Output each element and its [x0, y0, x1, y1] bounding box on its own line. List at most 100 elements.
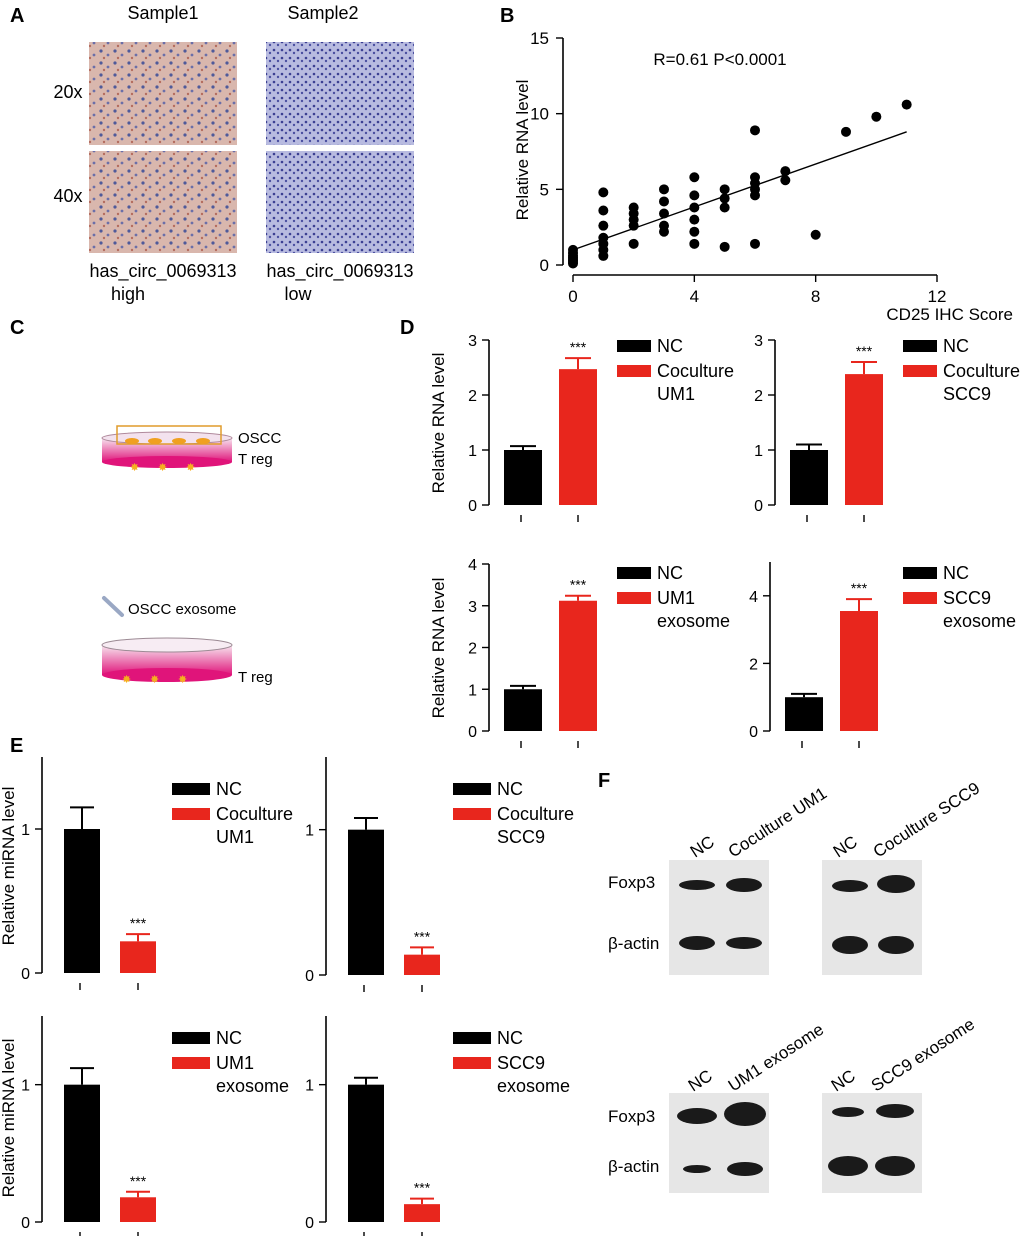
blot4-actin-band-nc — [828, 1156, 868, 1176]
legend-label-treatment-line2: SCC9 — [943, 384, 991, 404]
blot4-lane1-label: NC — [828, 1066, 859, 1095]
bar-chart-d2: 0 1 2 3 *** NC Coculture SCC9 — [754, 333, 1020, 522]
bar-treatment — [120, 1197, 156, 1222]
data-point — [659, 220, 669, 231]
legend-label-nc: NC — [216, 1028, 242, 1048]
data-point — [871, 111, 882, 122]
significance-label: *** — [130, 915, 147, 931]
blot4-lane2-label: SCC9 exosome — [868, 1015, 978, 1096]
blot1-foxp3-band-treat — [726, 878, 762, 892]
data-point — [841, 126, 851, 137]
blot3-foxp3-band-nc — [677, 1108, 717, 1124]
actin-row-label: β-actin — [608, 934, 659, 953]
y-tick-label: 5 — [540, 180, 549, 199]
oscc-cell — [172, 438, 186, 444]
x-tick-label: 12 — [928, 287, 947, 306]
bar-treatment — [840, 611, 878, 731]
significance-label: *** — [414, 1180, 431, 1196]
dish1-bottom — [102, 456, 232, 468]
y-tick-label: 0 — [468, 724, 477, 741]
bar-treatment — [559, 600, 597, 731]
legend-label-treatment-line2: SCC9 — [497, 827, 545, 847]
data-point — [750, 125, 760, 136]
y-tick-label: 3 — [468, 599, 477, 616]
blot1-foxp3-band-nc — [679, 880, 715, 890]
legend-swatch-treatment — [453, 1057, 491, 1069]
y-tick-label: 2 — [468, 641, 477, 658]
panel-e: E 0 1 *** NC Coculture UM1 Relative miRNA leve… — [0, 735, 574, 1236]
bar-chart-d4: 0 2 4 *** NC SCC9 exosome — [749, 562, 1016, 748]
blot2-actin-band-treat — [878, 936, 914, 954]
panel-letter-a: A — [10, 5, 24, 27]
dish2-exosome-label: OSCC exosome — [128, 601, 236, 618]
treg-cell-star: ✸ — [130, 462, 139, 474]
y-tick-label: 1 — [305, 1078, 314, 1095]
x-axis-title: CD25 IHC Score — [886, 305, 1013, 324]
data-point — [780, 175, 791, 186]
significance-label: *** — [130, 1173, 147, 1189]
legend-label-nc: NC — [657, 336, 683, 356]
y-tick-label: 0 — [305, 1215, 314, 1232]
data-point — [598, 205, 609, 216]
significance-label: *** — [570, 339, 587, 355]
legend-label-treatment-line2: exosome — [657, 611, 730, 631]
legend-label-treatment-line2: UM1 — [657, 384, 695, 404]
y-axis-title: Relative miRNA level — [0, 1039, 18, 1198]
treg-cell-star: ✸ — [150, 674, 159, 686]
bar-chart-e2: 0 1 *** NC Coculture SCC9 — [305, 757, 574, 992]
oscc-cell — [196, 438, 210, 444]
data-point — [628, 202, 639, 213]
x-tick-label: 0 — [568, 287, 577, 306]
y-axis-title: Relative RNA level — [513, 80, 532, 221]
bar-nc — [504, 450, 542, 505]
treg-cell-star: ✸ — [186, 462, 195, 474]
bar-nc — [64, 829, 100, 973]
blot2-foxp3-band-treat — [877, 875, 915, 893]
y-axis-title: Relative RNA level — [429, 578, 448, 719]
y-axis-title: Relative miRNA level — [0, 787, 18, 946]
y-tick-label: 2 — [468, 388, 477, 405]
legend-swatch-nc — [903, 567, 937, 579]
legend-swatch-treatment — [617, 365, 651, 377]
legend-label-nc: NC — [497, 1028, 523, 1048]
y-axis-title: Relative RNA level — [429, 353, 448, 494]
bar-treatment — [120, 941, 156, 973]
blot1-actin-band-treat — [726, 937, 762, 949]
ihc-image-sample1-40x — [89, 151, 237, 253]
bar-chart-d3: 0 1 2 3 4 *** NC UM1 exosome Relative RNA level — [429, 557, 730, 748]
caption-high-line1: has_circ_0069313 — [89, 261, 236, 282]
legend-label-nc: NC — [216, 779, 242, 799]
legend-label-treatment-line2: exosome — [216, 1076, 289, 1096]
legend-label-treatment: Coculture — [657, 361, 734, 381]
bar-chart-e1: 0 1 *** NC Coculture UM1 Relative miRNA level — [0, 757, 293, 990]
legend-label-treatment-line2: exosome — [943, 611, 1016, 631]
y-tick-label: 0 — [749, 724, 758, 741]
legend-label-treatment: SCC9 — [943, 588, 991, 608]
legend-label-treatment: Coculture — [943, 361, 1020, 381]
legend-label-nc: NC — [657, 563, 683, 583]
data-point — [719, 184, 730, 195]
data-point — [568, 252, 578, 263]
panel-d: D 0 1 2 3 *** NC Coculture UM1 Relative RNA leve… — [400, 317, 1020, 748]
foxp3-row-label: Foxp3 — [608, 1107, 655, 1126]
y-tick-label: 1 — [21, 1078, 30, 1095]
y-tick-label: 10 — [530, 105, 549, 124]
data-point — [901, 99, 912, 110]
blot3-foxp3-band-treat — [724, 1102, 766, 1126]
legend-label-treatment-line2: exosome — [497, 1076, 570, 1096]
blot2-actin-band-nc — [832, 936, 868, 954]
bar-nc — [64, 1084, 100, 1222]
legend-label-treatment: Coculture — [497, 804, 574, 824]
treg-cell-star: ✸ — [122, 674, 131, 686]
bar-treatment — [559, 369, 597, 505]
legend-label-nc: NC — [943, 336, 969, 356]
blot4-actin-band-treat — [875, 1156, 915, 1176]
blot1-lane1-label: NC — [687, 832, 718, 861]
bar-chart-d1: 0 1 2 3 *** NC Coculture UM1 Relative RNA level — [429, 333, 734, 522]
panel-a: A Sample1 Sample2 20x 40x has_circ_00693… — [10, 3, 414, 304]
bar-treatment — [845, 374, 883, 505]
caption-low-line1: has_circ_0069313 — [266, 261, 413, 282]
ihc-image-sample2-20x — [266, 42, 414, 145]
data-point — [719, 202, 730, 213]
y-tick-label: 3 — [468, 333, 477, 350]
